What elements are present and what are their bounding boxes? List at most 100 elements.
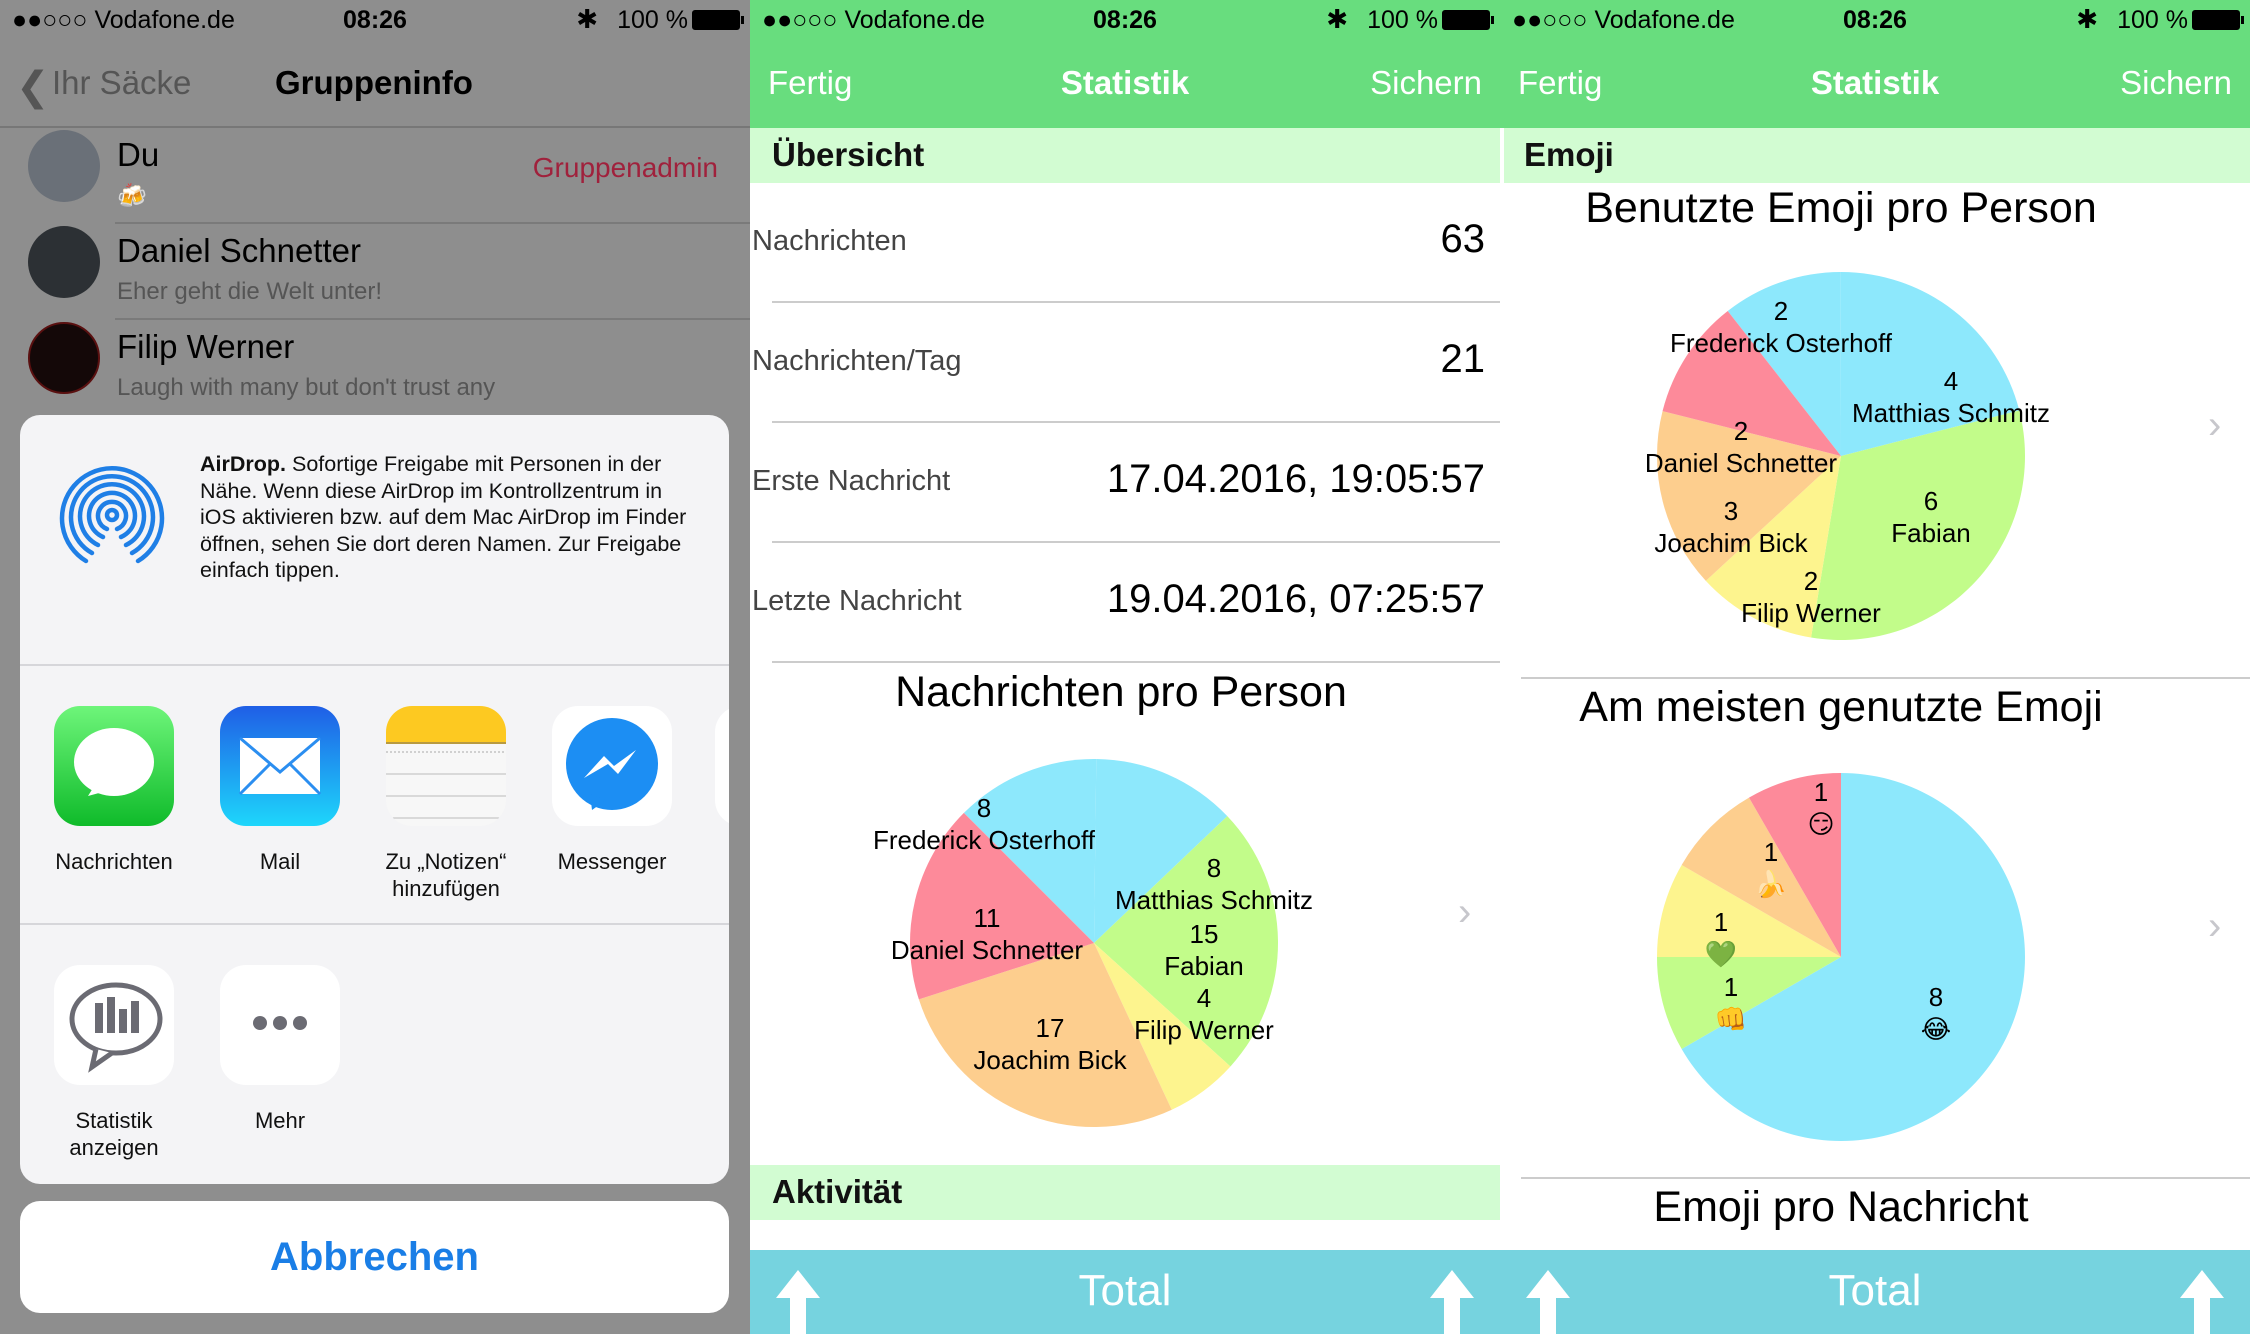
pie-slice[interactable] bbox=[918, 943, 1172, 1127]
pie-value-label: 8 bbox=[1207, 853, 1221, 883]
back-chevron-icon[interactable]: ❮ bbox=[16, 65, 50, 109]
statistics-icon bbox=[54, 965, 174, 1085]
pie-value-label: 4 bbox=[1197, 983, 1211, 1013]
pie-slice[interactable] bbox=[1657, 865, 1841, 957]
arrow-up-icon[interactable] bbox=[776, 1270, 820, 1334]
battery-icon bbox=[2192, 10, 2244, 30]
pie-slice[interactable] bbox=[1681, 797, 1841, 957]
carrier: ●●○○○ Vodafone.de bbox=[12, 6, 235, 34]
admin-badge: Gruppenadmin bbox=[532, 152, 718, 183]
bluetooth-icon: ✱ bbox=[2076, 4, 2098, 34]
member-status: Laugh with many but don't trust any bbox=[117, 374, 496, 401]
action-label: Mehr bbox=[254, 1108, 306, 1133]
stat-row: Nachrichten/Tag 21 bbox=[750, 303, 1500, 423]
action-statistics[interactable]: Statistik anzeigen bbox=[34, 965, 194, 1161]
airdrop-section[interactable]: AirDrop. Sofortige Freigabe mit Personen… bbox=[20, 415, 729, 666]
pie-chart-top-emoji[interactable]: 8😂1👊1💚1🍌1😏 bbox=[1500, 760, 2250, 1170]
done-button[interactable]: Fertig bbox=[1518, 64, 1603, 101]
pie-category-label: Filip Werner bbox=[1134, 1015, 1274, 1045]
pie-category-label: Frederick Osterhoff bbox=[873, 825, 1096, 855]
pie-slice[interactable] bbox=[1657, 957, 1841, 1049]
avatar bbox=[28, 322, 100, 394]
arrow-up-icon[interactable] bbox=[1430, 1270, 1474, 1334]
pie-slice[interactable] bbox=[1662, 311, 1841, 456]
total-label[interactable]: Total bbox=[1078, 1266, 1172, 1315]
battery-percent: 100 % bbox=[1367, 6, 1438, 34]
pie-slice[interactable] bbox=[1657, 411, 1841, 581]
share-app-partial[interactable] bbox=[715, 706, 729, 826]
pie-category-label: 💚 bbox=[1705, 939, 1738, 969]
nav-bar: ●●○○○ Vodafone.de 08:26 ✱ 100 % Fertig S… bbox=[750, 0, 1500, 128]
total-label[interactable]: Total bbox=[1828, 1266, 1922, 1315]
pie-value-label: 8 bbox=[1929, 982, 1943, 1012]
chart-title: Emoji pro Nachricht bbox=[1653, 1183, 2029, 1231]
pie-slice[interactable] bbox=[1681, 773, 2025, 1141]
chevron-right-icon[interactable]: › bbox=[1458, 890, 1472, 934]
member-row[interactable]: Filip Werner Laugh with many but don't t… bbox=[0, 320, 750, 416]
save-button[interactable]: Sichern bbox=[2120, 64, 2232, 101]
pie-value-label: 1 bbox=[1814, 777, 1828, 807]
statistics-emoji-panel: ●●○○○ Vodafone.de 08:26 ✱ 100 % Fertig S… bbox=[1500, 0, 2250, 1334]
airdrop-icon bbox=[59, 466, 165, 564]
pie-value-label: 6 bbox=[1924, 486, 1938, 516]
pie-slice[interactable] bbox=[963, 759, 1097, 943]
pie-value-label: 15 bbox=[1190, 919, 1219, 949]
app-label: Mail bbox=[259, 849, 301, 874]
app-label: Nachrichten bbox=[55, 849, 173, 874]
pie-slice[interactable] bbox=[1749, 773, 1841, 957]
arrow-up-icon[interactable] bbox=[2180, 1270, 2224, 1334]
divider bbox=[772, 661, 1500, 663]
pie-slice[interactable] bbox=[1094, 759, 1228, 943]
divider bbox=[115, 222, 750, 224]
share-app-messages[interactable]: Nachrichten bbox=[34, 706, 194, 875]
app-icon bbox=[715, 706, 729, 826]
stat-label: Letzte Nachricht bbox=[752, 585, 962, 617]
share-app-messenger[interactable]: Messenger bbox=[532, 706, 692, 875]
pie-slice[interactable] bbox=[1094, 943, 1231, 1110]
pie-category-label: Matthias Schmitz bbox=[1115, 885, 1313, 915]
chevron-right-icon[interactable]: › bbox=[2208, 403, 2222, 447]
member-status: Eher geht die Welt unter! bbox=[117, 278, 383, 305]
pie-category-label: Filip Werner bbox=[1741, 598, 1881, 628]
chart-title: Nachrichten pro Person bbox=[895, 668, 1347, 716]
stat-row: Nachrichten 63 bbox=[750, 183, 1500, 303]
member-row[interactable]: Daniel Schnetter Eher geht die Welt unte… bbox=[0, 224, 750, 320]
action-label: Statistik anzeigen bbox=[69, 1108, 159, 1160]
clock: 08:26 bbox=[343, 6, 407, 34]
battery-icon bbox=[692, 10, 744, 30]
action-more[interactable]: Mehr bbox=[200, 965, 360, 1134]
page-title: Gruppeninfo bbox=[275, 64, 473, 101]
pie-slice[interactable] bbox=[1705, 456, 1841, 638]
save-button[interactable]: Sichern bbox=[1370, 64, 1482, 101]
pie-slice[interactable] bbox=[1811, 410, 2025, 640]
cancel-button[interactable]: Abbrechen bbox=[20, 1201, 729, 1313]
arrow-up-icon[interactable] bbox=[1526, 1270, 1570, 1334]
done-button[interactable]: Fertig bbox=[768, 64, 853, 101]
divider bbox=[772, 421, 1500, 423]
pie-slice[interactable] bbox=[910, 812, 1094, 1000]
stat-value: 19.04.2016, 07:25:57 bbox=[1106, 577, 1485, 621]
share-app-notes[interactable]: Zu „Notizen“ hinzufügen bbox=[366, 706, 526, 902]
pie-value-label: 2 bbox=[1734, 416, 1748, 446]
messages-icon bbox=[54, 706, 174, 826]
pie-slice[interactable] bbox=[1840, 272, 2020, 456]
member-row[interactable]: Du 🍻 Gruppenadmin bbox=[0, 128, 750, 224]
pie-value-label: 2 bbox=[1804, 566, 1818, 596]
pie-slice[interactable] bbox=[1094, 816, 1278, 1067]
messenger-icon bbox=[552, 706, 672, 826]
share-app-mail[interactable]: Mail bbox=[200, 706, 360, 875]
pie-label: 1👊 bbox=[1715, 972, 1747, 1034]
pie-slice[interactable] bbox=[1727, 272, 1841, 456]
avatar bbox=[28, 130, 100, 202]
back-button[interactable]: Ihr Säcke bbox=[52, 64, 192, 101]
divider bbox=[1521, 677, 2250, 679]
pie-category-label: Joachim Bick bbox=[1654, 528, 1808, 558]
chevron-right-icon[interactable]: › bbox=[2208, 904, 2222, 948]
section-header-emoji: Emoji bbox=[1504, 128, 2250, 183]
